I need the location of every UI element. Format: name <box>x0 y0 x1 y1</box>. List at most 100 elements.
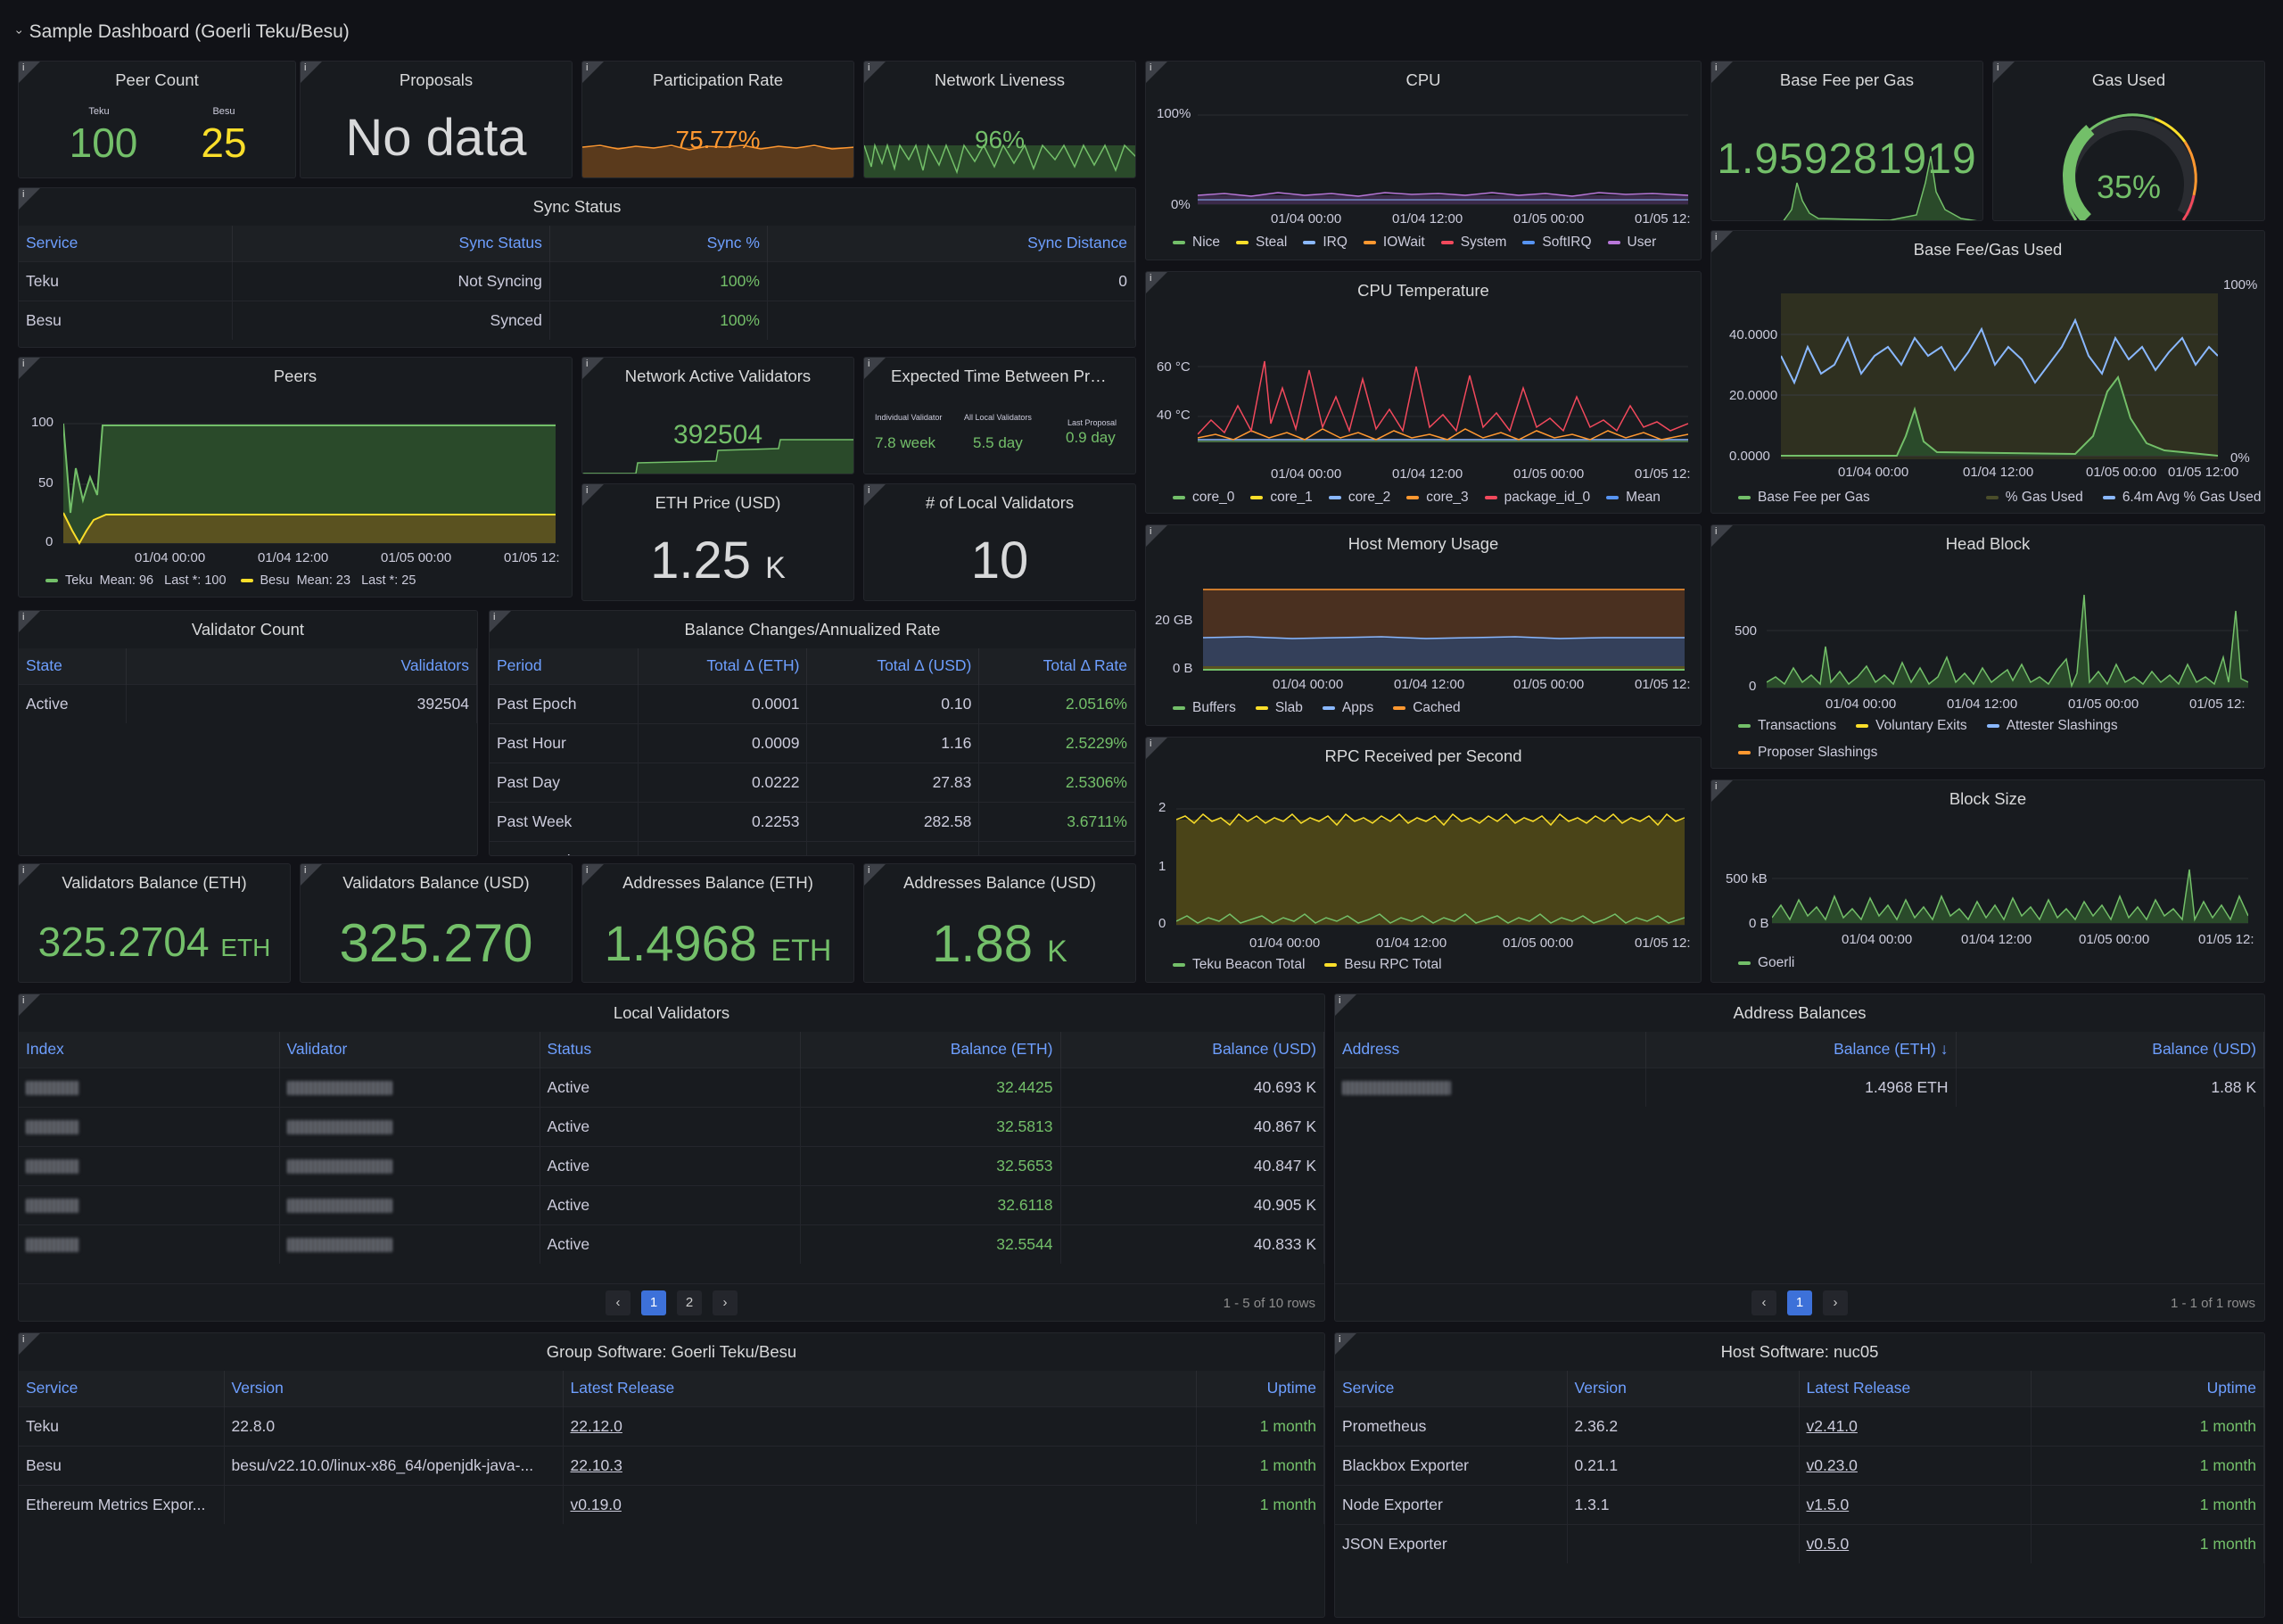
prev-page-button[interactable]: ‹ <box>606 1290 631 1315</box>
page-2-button[interactable]: 2 <box>677 1290 702 1315</box>
next-page-button[interactable]: › <box>713 1290 738 1315</box>
legend-item[interactable]: Mean <box>1606 490 1661 506</box>
legend-item[interactable]: IOWait <box>1363 235 1425 251</box>
block-size-legend[interactable]: Goerli <box>1738 955 1794 971</box>
legend-item[interactable]: Steal <box>1236 235 1287 251</box>
column-header[interactable]: Latest Release <box>1799 1371 2032 1406</box>
info-icon[interactable]: i <box>1711 525 1733 547</box>
legend-item[interactable]: 6.4m Avg % Gas Used <box>2102 490 2261 506</box>
column-header[interactable]: Total Δ (USD) <box>806 648 980 684</box>
info-icon[interactable]: i <box>864 358 886 379</box>
host-software-panel[interactable]: i Host Software: nuc05 Service Version L… <box>1334 1332 2265 1618</box>
column-header[interactable]: Latest Release <box>563 1371 1197 1406</box>
cpu-temperature-legend[interactable]: core_0 core_1 core_2 core_3 package_id_0… <box>1173 490 1661 506</box>
column-header[interactable]: Version <box>224 1371 564 1406</box>
sync-status-panel[interactable]: i Sync Status Service Sync Status Sync %… <box>18 187 1136 348</box>
legend-item[interactable]: Slab <box>1255 700 1303 716</box>
page-1-button[interactable]: 1 <box>1787 1290 1812 1315</box>
block-size-panel[interactable]: i Block Size 500 kB 0 B 01/04 00:00 01/0… <box>1710 779 2265 983</box>
network-liveness-panel[interactable]: i Network Liveness 96% <box>863 61 1136 178</box>
dashboard-title-row[interactable]: › Sample Dashboard (Goerli Teku/Besu) <box>12 21 349 43</box>
legend-item[interactable]: Nice <box>1173 235 1220 251</box>
info-icon[interactable]: i <box>582 62 604 83</box>
column-header[interactable]: Index <box>19 1032 280 1068</box>
info-icon[interactable]: i <box>582 358 604 379</box>
column-header[interactable]: Balance (ETH) <box>800 1032 1061 1068</box>
column-header[interactable]: Total Δ (ETH) <box>638 648 808 684</box>
info-icon[interactable]: i <box>1146 272 1167 293</box>
page-1-button[interactable]: 1 <box>641 1290 666 1315</box>
column-header[interactable]: Service <box>19 1371 225 1406</box>
column-header[interactable]: Period <box>490 648 639 684</box>
legend-item[interactable]: Besu Mean: 23 Last *: 25 <box>240 573 416 588</box>
info-icon[interactable]: i <box>1711 780 1733 802</box>
column-header[interactable]: Address <box>1335 1032 1646 1068</box>
head-block-legend[interactable]: Transactions Voluntary Exits Attester Sl… <box>1738 718 2255 761</box>
column-header[interactable]: Uptime <box>2031 1371 2264 1406</box>
addresses-balance-usd-panel[interactable]: i Addresses Balance (USD) 1.88 K <box>863 863 1136 983</box>
column-header[interactable]: Service <box>19 226 233 261</box>
info-icon[interactable]: i <box>490 611 511 632</box>
info-icon[interactable]: i <box>19 1333 40 1355</box>
peer-count-panel[interactable]: i Peer Count Teku Besu 100 25 <box>18 61 296 178</box>
column-header[interactable]: Validators <box>126 648 477 684</box>
legend-item[interactable]: Voluntary Exits <box>1856 718 1967 734</box>
column-header[interactable]: Version <box>1567 1371 1800 1406</box>
legend-item[interactable]: Besu RPC Total <box>1324 957 1442 973</box>
next-page-button[interactable]: › <box>1823 1290 1848 1315</box>
column-header[interactable]: Uptime <box>1196 1371 1324 1406</box>
legend-item[interactable]: Base Fee per Gas <box>1738 490 1870 506</box>
validators-balance-eth-panel[interactable]: i Validators Balance (ETH) 325.2704 ETH <box>18 863 291 983</box>
legend-item[interactable]: core_2 <box>1328 490 1390 506</box>
legend-item[interactable]: core_3 <box>1406 490 1469 506</box>
release-link[interactable]: v0.5.0 <box>1806 1534 1850 1553</box>
info-icon[interactable]: i <box>1335 994 1356 1016</box>
info-icon[interactable]: i <box>19 994 40 1016</box>
address-balances-panel[interactable]: i Address Balances Address Balance (ETH)… <box>1334 993 2265 1322</box>
legend-item[interactable]: SoftIRQ <box>1522 235 1592 251</box>
column-header[interactable]: State <box>19 648 127 684</box>
participation-rate-panel[interactable]: i Participation Rate 75.77% <box>581 61 854 178</box>
column-header[interactable]: Service <box>1335 1371 1568 1406</box>
rpc-legend[interactable]: Teku Beacon Total Besu RPC Total <box>1173 957 1442 973</box>
balance-changes-panel[interactable]: i Balance Changes/Annualized Rate Period… <box>489 610 1136 856</box>
base-fee-gas-used-panel[interactable]: i Base Fee/Gas Used 40.0000 20.0000 0.00… <box>1710 230 2265 514</box>
group-software-panel[interactable]: i Group Software: Goerli Teku/Besu Servi… <box>18 1332 1325 1618</box>
info-icon[interactable]: i <box>1146 738 1167 759</box>
release-link[interactable]: 22.10.3 <box>570 1455 622 1474</box>
info-icon[interactable]: i <box>864 864 886 886</box>
validators-balance-usd-panel[interactable]: i Validators Balance (USD) 325.270 <box>300 863 573 983</box>
local-validators-panel[interactable]: i Local Validators Index Validator Statu… <box>18 993 1325 1322</box>
legend-item[interactable]: package_id_0 <box>1484 490 1590 506</box>
host-memory-panel[interactable]: i Host Memory Usage 20 GB 0 B 01/04 00:0… <box>1145 524 1702 726</box>
legend-item[interactable]: core_1 <box>1250 490 1313 506</box>
info-icon[interactable]: i <box>864 62 886 83</box>
balance-changes-scroll[interactable]: Period Total Δ (ETH) Total Δ (USD) Total… <box>490 648 1135 855</box>
network-active-validators-panel[interactable]: i Network Active Validators 392504 <box>581 357 854 474</box>
info-icon[interactable]: i <box>301 62 322 83</box>
expected-time-panel[interactable]: i Expected Time Between Propo... Individ… <box>863 357 1136 474</box>
prev-page-button[interactable]: ‹ <box>1751 1290 1776 1315</box>
info-icon[interactable]: i <box>582 484 604 506</box>
legend-item[interactable]: Attester Slashings <box>1986 718 2118 734</box>
gas-used-panel[interactable]: i Gas Used 35% <box>1992 61 2265 221</box>
cpu-panel[interactable]: i CPU 100% 0% 01/04 00:00 01/04 12:00 01… <box>1145 61 1702 260</box>
release-link[interactable]: 22.12.0 <box>570 1416 622 1435</box>
info-icon[interactable]: i <box>582 864 604 886</box>
eth-price-panel[interactable]: i ETH Price (USD) 1.25 K <box>581 483 854 601</box>
legend-item[interactable]: System <box>1440 235 1506 251</box>
legend-item[interactable]: User <box>1607 235 1656 251</box>
info-icon[interactable]: i <box>1146 525 1167 547</box>
info-icon[interactable]: i <box>19 62 40 83</box>
legend-item[interactable]: Transactions <box>1738 718 1836 734</box>
proposals-panel[interactable]: i Proposals No data <box>300 61 573 178</box>
column-header[interactable]: Total Δ Rate <box>978 648 1135 684</box>
legend-item[interactable]: core_0 <box>1173 490 1234 506</box>
info-icon[interactable]: i <box>1335 1333 1356 1355</box>
peers-legend[interactable]: Teku Mean: 96 Last *: 100 Besu Mean: 23 La… <box>45 573 416 588</box>
info-icon[interactable]: i <box>1146 62 1167 83</box>
legend-item[interactable]: Cached <box>1393 700 1461 716</box>
head-block-panel[interactable]: i Head Block 500 0 01/04 00:00 01/04 12:… <box>1710 524 2265 769</box>
column-header[interactable]: Balance (USD) <box>1956 1032 2264 1068</box>
legend-item[interactable]: % Gas Used <box>1985 490 2083 506</box>
